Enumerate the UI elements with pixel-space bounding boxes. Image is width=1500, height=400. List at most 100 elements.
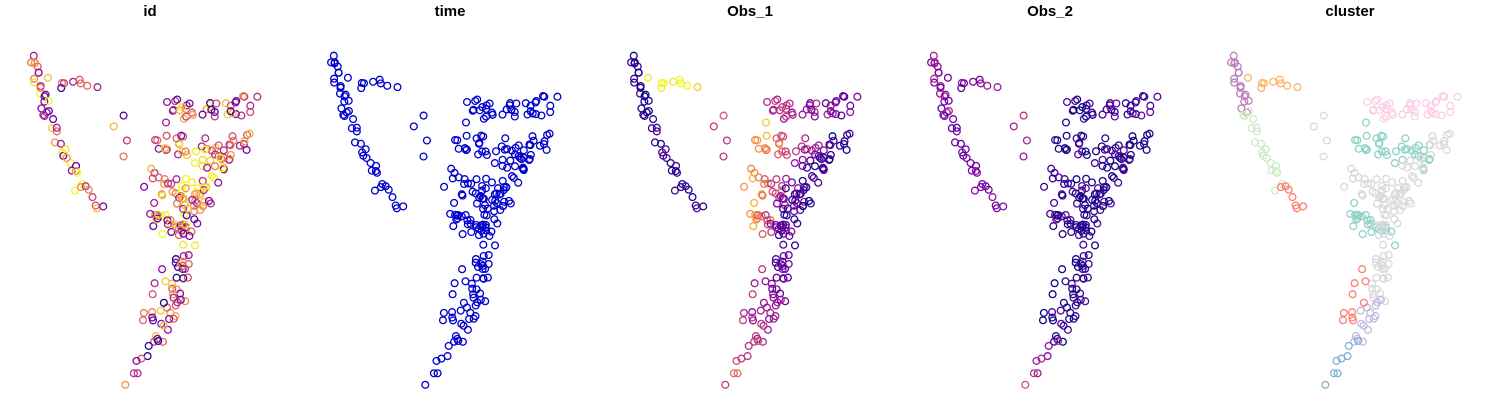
data-point: [150, 198, 159, 207]
data-point: [122, 136, 131, 145]
data-point: [1378, 264, 1387, 274]
data-point: [535, 141, 544, 150]
data-point: [481, 220, 490, 230]
data-point: [1383, 204, 1392, 213]
data-point: [1382, 150, 1391, 160]
data-point: [1385, 99, 1394, 108]
data-point: [803, 163, 812, 172]
data-point: [546, 101, 555, 110]
data-point: [831, 98, 840, 107]
data-point: [376, 183, 385, 192]
data-point: [1383, 273, 1392, 282]
data-point: [479, 114, 488, 123]
data-point: [1056, 306, 1065, 315]
data-point: [190, 159, 199, 168]
data-point: [133, 369, 142, 378]
data-point: [471, 255, 480, 264]
data-point: [750, 279, 759, 288]
data-point: [1067, 227, 1076, 237]
data-point: [952, 123, 961, 132]
data-point: [1371, 258, 1380, 267]
data-point: [669, 77, 678, 86]
data-point: [799, 183, 808, 192]
data-point: [1060, 144, 1070, 153]
data-point: [1044, 341, 1053, 350]
data-point: [1244, 96, 1253, 105]
data-point: [1050, 337, 1059, 346]
data-point: [1101, 134, 1110, 143]
data-point: [1392, 189, 1401, 198]
data-point: [40, 111, 49, 121]
data-point: [209, 173, 218, 182]
data-point: [1084, 251, 1093, 260]
data-point: [459, 298, 468, 307]
data-point: [684, 185, 693, 194]
data-point: [190, 241, 200, 250]
data-point: [156, 306, 165, 315]
data-point: [1357, 319, 1366, 328]
data-point: [1040, 182, 1049, 191]
data-point: [1081, 220, 1090, 230]
data-point: [1115, 153, 1124, 162]
data-point: [184, 251, 193, 260]
data-point: [1079, 240, 1088, 249]
data-point: [1119, 165, 1128, 174]
data-point: [1252, 127, 1261, 136]
data-point: [1083, 273, 1092, 282]
data-point: [1361, 118, 1371, 127]
data-point: [177, 260, 186, 269]
data-point: [219, 165, 228, 174]
data-point: [510, 107, 519, 117]
data-point: [1071, 255, 1080, 264]
data-point: [437, 354, 446, 363]
data-point: [1399, 183, 1408, 192]
data-point: [1372, 199, 1382, 208]
data-point: [61, 145, 70, 154]
data-point: [1404, 196, 1414, 205]
data-point: [1359, 321, 1368, 330]
panel-title: Obs_1: [727, 3, 773, 20]
data-point: [1126, 107, 1135, 116]
data-point: [518, 164, 527, 173]
data-point: [361, 145, 370, 154]
data-point: [639, 110, 648, 119]
data-point: [350, 138, 360, 147]
data-point: [1098, 155, 1107, 164]
data-point: [1112, 99, 1121, 108]
data-point: [944, 96, 953, 105]
data-point: [471, 220, 481, 230]
data-point: [940, 97, 949, 106]
data-point: [1338, 316, 1348, 325]
data-point: [640, 92, 649, 101]
data-point: [1022, 136, 1031, 145]
data-point: [810, 162, 820, 171]
data-point: [791, 147, 801, 156]
data-point: [1063, 325, 1072, 334]
data-point: [1009, 122, 1018, 131]
data-point: [748, 308, 757, 317]
data-point: [1319, 152, 1328, 161]
data-point: [1038, 316, 1048, 325]
data-point: [499, 186, 508, 195]
panel-title: Obs_2: [1027, 3, 1073, 20]
panel-id: id: [27, 3, 262, 389]
data-point: [178, 103, 187, 112]
data-point: [1050, 198, 1059, 207]
data-point: [450, 198, 459, 207]
data-point: [744, 341, 753, 350]
data-point: [165, 314, 174, 324]
data-point: [1399, 186, 1408, 195]
data-point: [253, 92, 262, 101]
data-point: [1099, 186, 1108, 195]
data-point: [1061, 277, 1070, 286]
data-point: [767, 179, 776, 188]
data-point: [809, 173, 818, 182]
data-point: [1374, 231, 1383, 240]
data-point: [952, 127, 961, 136]
data-point: [754, 336, 763, 346]
data-point: [388, 193, 397, 202]
data-point: [810, 112, 819, 121]
data-point: [1378, 194, 1387, 203]
data-point: [683, 81, 692, 90]
data-point: [200, 145, 209, 154]
